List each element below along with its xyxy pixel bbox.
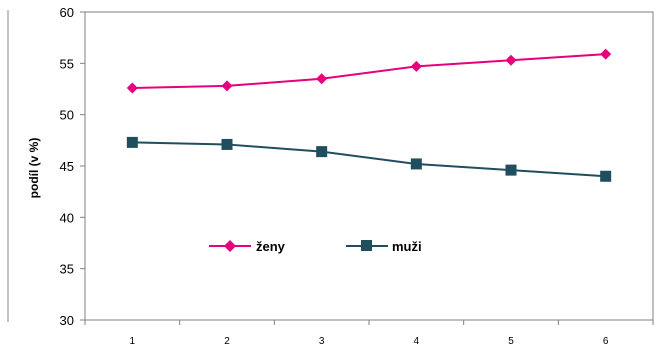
y-tick-label: 55 <box>60 56 74 71</box>
plot-area <box>85 12 653 320</box>
y-tick-label: 60 <box>60 5 74 20</box>
data-point <box>222 139 233 150</box>
y-tick-label: 40 <box>60 210 74 225</box>
y-axis: 30 35 40 45 50 55 60 <box>60 5 85 328</box>
y-tick-label: 30 <box>60 313 74 328</box>
y-tick-label: 35 <box>60 262 74 277</box>
x-tick-label: 5 <box>508 336 514 347</box>
data-point <box>316 146 327 157</box>
data-point <box>506 165 517 176</box>
y-tick-label: 45 <box>60 159 74 174</box>
y-tick-label: 50 <box>60 108 74 123</box>
x-tick-label: 4 <box>414 336 420 347</box>
data-point <box>600 171 611 182</box>
legend-label-zeny: ženy <box>256 239 286 254</box>
data-point <box>127 137 138 148</box>
x-axis: 1 2 3 4 5 6 <box>85 320 653 347</box>
data-point <box>411 158 422 169</box>
x-tick-label: 6 <box>603 336 609 347</box>
legend-marker-muzi <box>361 240 372 251</box>
legend-label-muzi: muži <box>392 239 422 254</box>
y-axis-label: podíl (v %) <box>27 138 41 199</box>
x-tick-label: 1 <box>130 336 136 347</box>
x-tick-label: 3 <box>319 336 325 347</box>
x-tick-label: 2 <box>224 336 230 347</box>
